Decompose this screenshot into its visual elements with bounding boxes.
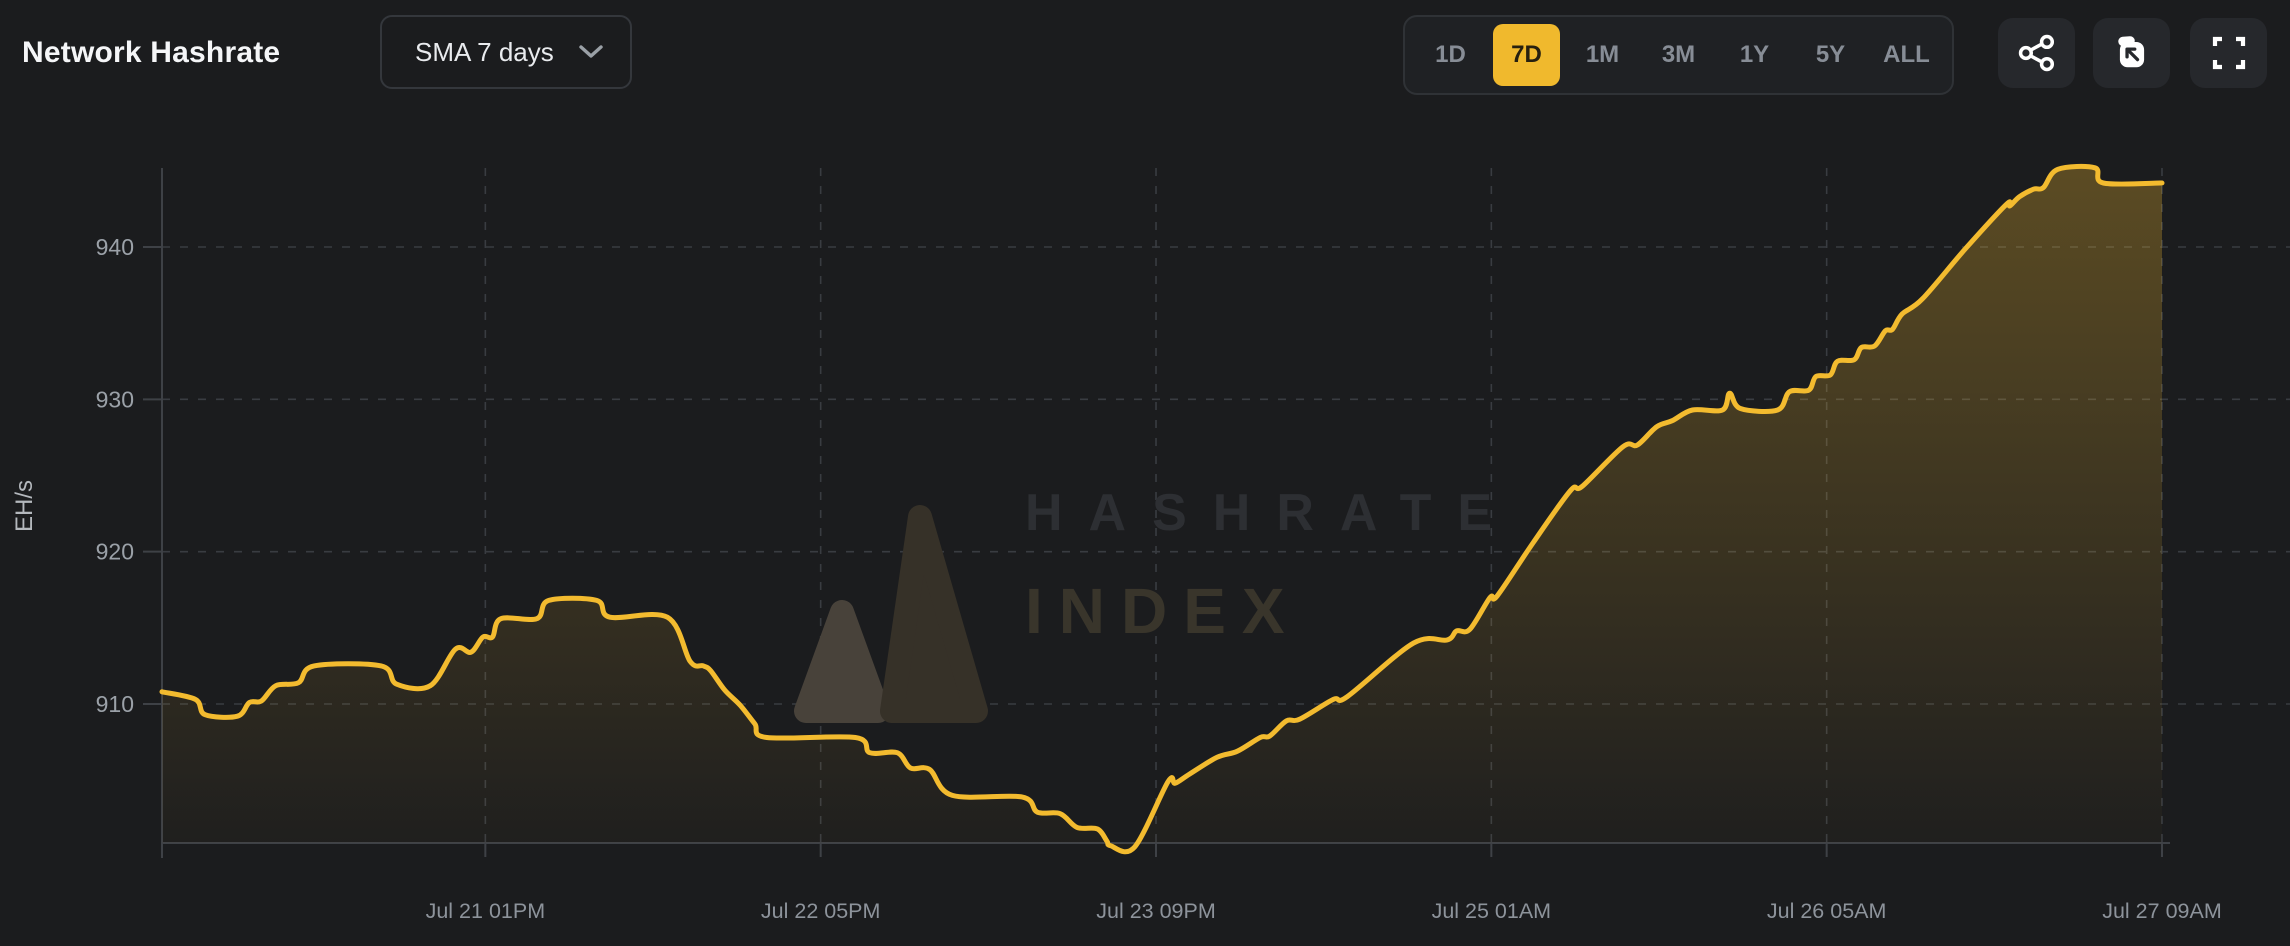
range-button-1y[interactable]: 1Y — [1721, 24, 1788, 86]
hashrate-index-logo — [794, 505, 988, 723]
range-selector: 1D 7D 1M 3M 1Y 5Y ALL — [1403, 15, 1954, 95]
y-axis-tick-label: 910 — [96, 691, 134, 717]
fullscreen-button[interactable] — [2190, 18, 2267, 88]
y-axis-tick-label: 920 — [96, 539, 134, 565]
range-button-7d[interactable]: 7D — [1493, 24, 1560, 86]
range-button-1d[interactable]: 1D — [1417, 24, 1484, 86]
x-axis-tick-label: Jul 21 01PM — [426, 899, 546, 923]
logo-small-triangle — [794, 600, 890, 723]
watermark-line1: HASHRATE — [1025, 484, 1518, 542]
share-icon — [2018, 34, 2054, 72]
y-axis-tick-label: 940 — [96, 234, 134, 260]
fullscreen-icon — [2212, 36, 2245, 70]
chevron-down-icon — [579, 45, 603, 58]
y-axis-tick-label: 930 — [96, 386, 134, 412]
x-axis-tick-label: Jul 22 05PM — [761, 899, 881, 923]
chart-axis-labels: 910 920 930 940 Jul 21 01PM Jul 22 05PM Jul 23… — [11, 234, 2222, 923]
sma-dropdown[interactable]: SMA 7 days — [380, 15, 632, 89]
range-button-1m[interactable]: 1M — [1569, 24, 1636, 86]
snapshot-icon — [2117, 36, 2144, 68]
range-button-all[interactable]: ALL — [1873, 24, 1940, 86]
hashrate-index-watermark: HASHRATE INDEX — [794, 484, 1518, 723]
x-axis-tick-label: Jul 23 09PM — [1096, 899, 1216, 923]
x-axis-tick-label: Jul 27 09AM — [2102, 899, 2222, 923]
range-button-3m[interactable]: 3M — [1645, 24, 1712, 86]
sma-dropdown-value: SMA 7 days — [415, 36, 554, 67]
page-title: Network Hashrate — [22, 36, 281, 69]
x-axis-tick-label: Jul 25 01AM — [1432, 899, 1552, 923]
hashrate-area-fill — [162, 166, 2162, 852]
range-button-5y[interactable]: 5Y — [1797, 24, 1864, 86]
snapshot-button[interactable] — [2093, 18, 2170, 88]
hashrate-line — [159, 163, 2165, 855]
share-button[interactable] — [1998, 18, 2075, 88]
watermark-line2: INDEX — [1025, 575, 1301, 647]
y-axis-title: EH/s — [11, 480, 38, 532]
logo-large-triangle — [880, 505, 988, 723]
x-axis-tick-label: Jul 26 05AM — [1767, 899, 1887, 923]
